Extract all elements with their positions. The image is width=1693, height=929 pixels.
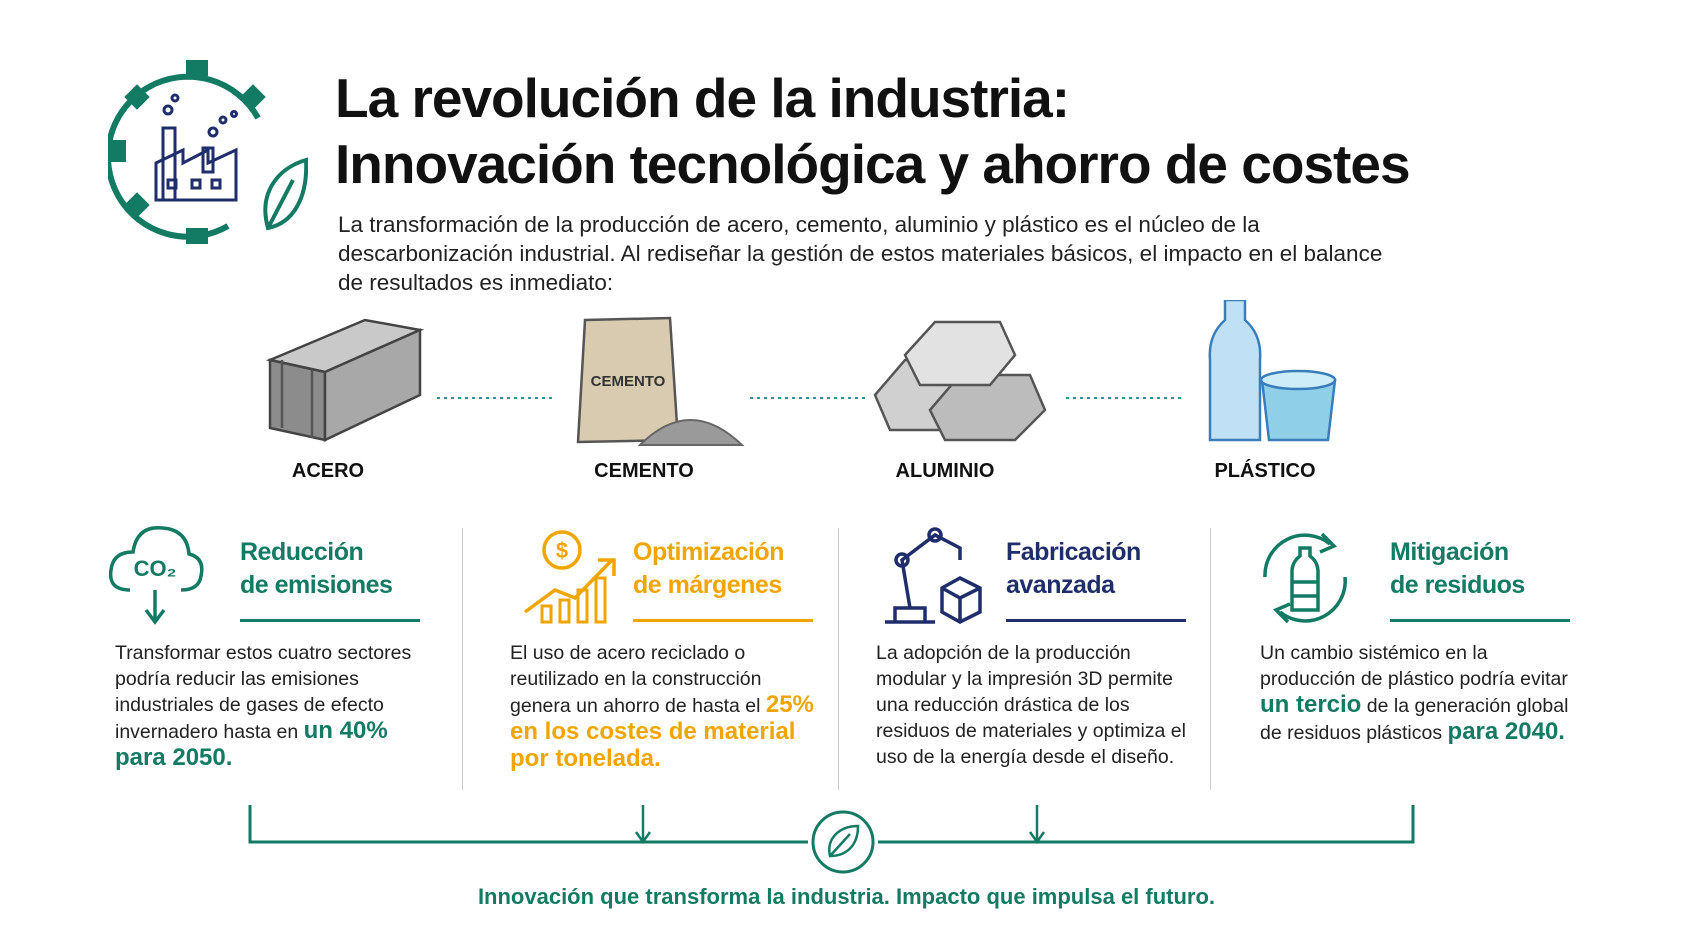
card-icon: $ [523,530,616,624]
card-title: Fabricación avanzada [1006,536,1141,602]
card-icon [885,527,982,624]
cement-icon: CEMENTO [576,316,745,446]
card-title-line: Optimización [633,538,784,566]
card-title-line: de residuos [1390,571,1525,599]
card-title: Mitigación de residuos [1390,536,1525,602]
title-line: Innovación tecnológica y ahorro de coste… [335,133,1411,195]
card-underline [1006,619,1186,622]
material-icons: CEMENTO [265,300,1337,446]
title-line: La revolución de la industria: [335,67,1070,129]
card-text: La adopción de la producción modular y l… [876,642,1186,768]
card-underline [240,619,420,622]
card-highlight: para 2040. [1447,718,1565,745]
card-icon-text: CO₂ [134,556,177,581]
card-title: Optimización de márgenes [633,536,784,602]
card-text: Transformar estos cuatro sectores podría… [115,642,412,743]
plastic-icon [1208,300,1337,442]
card-body: Transformar estos cuatro sectores podría… [115,640,440,772]
card-underline [1390,619,1570,622]
material-label: CEMENTO [594,460,694,482]
card-text: de la generación global de residuos plás… [1260,695,1569,744]
card-icon-text: $ [556,538,568,563]
card-title-line: avanzada [1006,571,1115,599]
steel-icon [265,318,425,442]
card-title-line: Reducción [240,538,364,566]
card-title-line: de emisiones [240,571,393,599]
divider [1210,528,1211,790]
card-body: La adopción de la producción modular y l… [876,640,1196,770]
card-title-line: Mitigación [1390,538,1509,566]
material-label: ALUMINIO [895,460,995,482]
card-underline [633,619,813,622]
card-highlight: 25% en los costes de material por tonela… [510,691,814,772]
card-title-line: de márgenes [633,571,782,599]
bottom-connector [248,805,1415,874]
card-icon [1263,532,1347,624]
card-body: El uso de acero reciclado o reutilizado … [510,640,825,773]
divider [838,528,839,790]
material-label: ACERO [291,460,365,482]
card-highlight: un tercio [1260,691,1362,718]
material-label: PLÁSTICO [1214,460,1316,482]
card-title-line: Fabricación [1006,538,1141,566]
aluminium-icon [873,320,1047,442]
cement-bag-text: CEMENTO [591,373,666,390]
card-body: Un cambio sistémico en la producción de … [1260,640,1570,746]
card-title: Reducción de emisiones [240,536,393,602]
card-highlight: un 40% para 2050. [115,717,388,771]
card-text: Un cambio sistémico en la producción de … [1260,642,1568,690]
intro: La transformación de la producción de ac… [338,212,1383,295]
header-icon [108,60,308,244]
card-text: El uso de acero reciclado o reutilizado … [510,642,762,717]
footer: Innovación que transforma la industria. … [477,884,1216,909]
divider [462,528,463,790]
card-icon: CO₂ [108,525,204,625]
